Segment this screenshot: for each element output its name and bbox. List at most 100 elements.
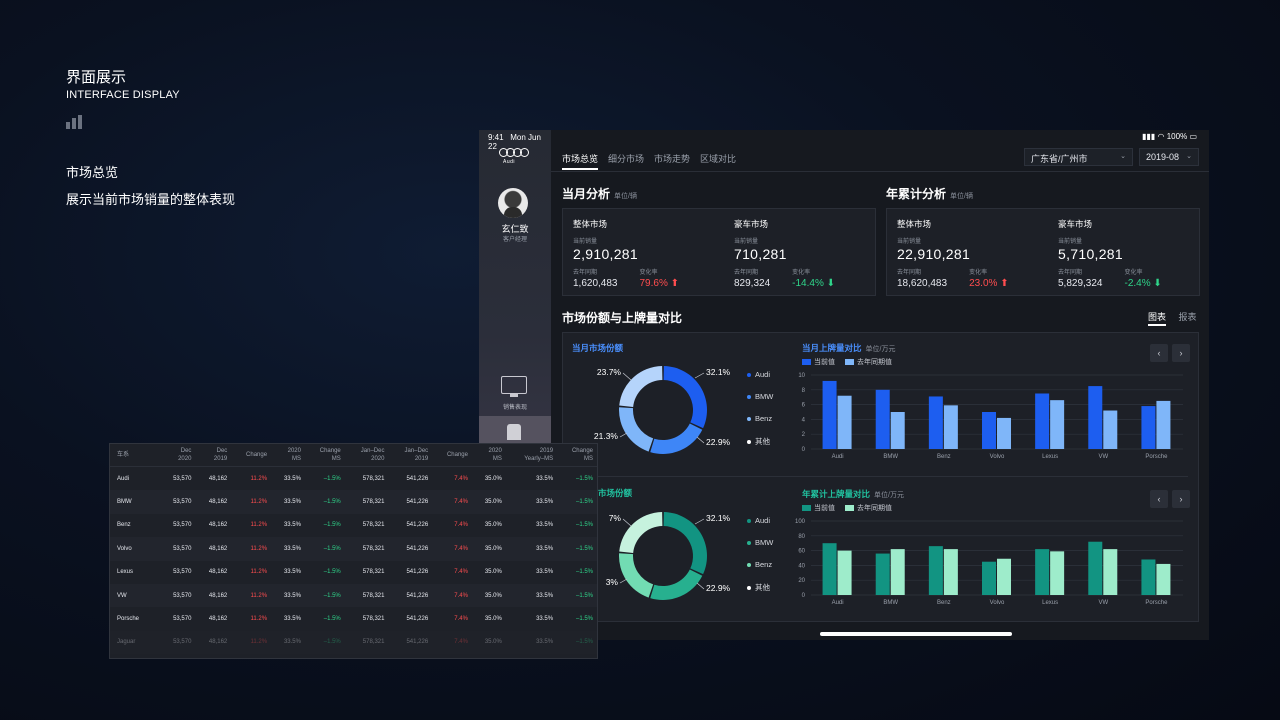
- x-tick-label: BMW: [883, 600, 898, 606]
- legend-item: 当前值: [802, 503, 835, 513]
- table-cell: 33.5%: [507, 630, 560, 655]
- market-icon: [507, 424, 521, 440]
- monitor-icon[interactable]: [501, 376, 527, 397]
- table-cell: 11.2%: [233, 490, 274, 514]
- table-row[interactable]: BMW 53,570 48,162 11.2% 33.5% –1.5% 578,321 541…: [110, 490, 597, 514]
- table-cell: 33.5%: [283, 475, 301, 482]
- yearly-overall: 整体市场 当前销量 22,910,281 去年同期 18,620,483 变化率 2…: [897, 219, 1009, 289]
- x-tick-label: Volvo: [990, 454, 1005, 460]
- table-cell: –1.5%: [559, 537, 597, 561]
- donut-percent-label: 32.1%: [706, 367, 731, 377]
- table-cell: 33.5%: [283, 569, 301, 576]
- table-cell: 48,162: [208, 522, 228, 529]
- column-header[interactable]: Change: [233, 444, 274, 467]
- donut-slice-audi: [663, 512, 707, 575]
- column-header[interactable]: 车系: [110, 444, 162, 467]
- table-cell: 541,226: [390, 537, 435, 561]
- table-cell: –1.5%: [559, 583, 597, 608]
- table-row[interactable]: Jaguar 53,570 48,162 11.2% 33.5% –1.5% 578,321…: [110, 630, 597, 655]
- column-header[interactable]: Change MS: [559, 444, 597, 467]
- bar-volvo-last-year: [997, 417, 1011, 449]
- tablet-screen: 9:41 Mon Jun 22 Audi 玄仁致 客户经理 销售表现 ▮▮▮ ◠…: [479, 130, 1209, 640]
- table-row[interactable]: VW 53,570 48,162 11.2% 33.5% –1.5% 578,321 541,…: [110, 583, 597, 608]
- x-tick-label: Benz: [937, 454, 951, 460]
- table-cell: 11.2%: [250, 475, 268, 482]
- table-cell: 35.0%: [484, 475, 502, 482]
- table-cell: 578,321: [346, 537, 391, 561]
- y-tick-label: 100: [795, 519, 806, 525]
- view-table-tab[interactable]: 报表: [1178, 312, 1197, 322]
- divider: [573, 476, 1188, 477]
- table-cell: –1.5%: [575, 475, 593, 482]
- share-title: 市场份额与上牌量对比: [562, 311, 683, 325]
- bar-lexus-last-year: [1050, 400, 1065, 449]
- table-cell: 53,570: [161, 490, 198, 514]
- sidebar-item-sales[interactable]: 销售表现: [502, 405, 527, 411]
- column-header[interactable]: Dec 2019: [197, 444, 234, 467]
- table-cell: 53,570: [161, 583, 198, 608]
- column-header[interactable]: Jan–Dec 2019: [390, 444, 435, 467]
- column-header[interactable]: 2020 MS: [473, 444, 508, 467]
- yearly-title: 年累计分析 单位/辆: [886, 187, 973, 201]
- brand-label: Audi: [503, 159, 516, 165]
- prev-button[interactable]: ‹: [1150, 490, 1168, 508]
- column-header[interactable]: Jan–Dec 2020: [346, 444, 391, 467]
- column-header[interactable]: Dec 2020: [161, 444, 198, 467]
- table-cell: 53,570: [173, 616, 192, 623]
- table-row[interactable]: Lexus 53,570 48,162 11.2% 33.5% –1.5% 578,321 5…: [110, 561, 597, 584]
- table-cell: 11.2%: [250, 522, 268, 529]
- x-tick-label: Audi: [832, 454, 844, 460]
- prev-button[interactable]: ‹: [1150, 344, 1168, 362]
- tab-region[interactable]: 区域对比: [700, 154, 737, 164]
- tab-overview[interactable]: 市场总览: [562, 154, 599, 170]
- home-indicator[interactable]: [820, 632, 1012, 636]
- y-tick-label: 40: [798, 563, 805, 569]
- column-header[interactable]: Change: [434, 444, 474, 467]
- table-cell: 578,321: [346, 490, 391, 514]
- section-title: 市场总览: [66, 165, 119, 180]
- donut-slice-bmw: [650, 569, 703, 600]
- table-row[interactable]: Audi 53,570 48,162 11.2% 33.5% –1.5% 578,321 54…: [110, 467, 597, 491]
- x-tick-label: Porsche: [1145, 454, 1168, 460]
- tab-segment[interactable]: 细分市场: [608, 154, 645, 164]
- month-select[interactable]: 2019-08 ⌄: [1139, 148, 1199, 166]
- table-cell: 33.5%: [507, 583, 560, 608]
- table-cell: 35.0%: [484, 569, 502, 576]
- column-header[interactable]: Change MS: [306, 444, 347, 467]
- intro-subtitle: INTERFACE DISPLAY: [66, 89, 180, 101]
- table-cell: 578,321: [362, 616, 385, 623]
- table-cell: 11.2%: [233, 537, 274, 561]
- x-tick-label: BMW: [883, 454, 898, 460]
- monthly-card: 整体市场 当前销量 2,910,281 去年同期 1,620,483 变化率 79.…: [562, 208, 876, 296]
- tab-trend[interactable]: 市场走势: [654, 154, 691, 164]
- table-cell: Benz: [117, 522, 131, 529]
- view-chart-tab[interactable]: 图表: [1148, 312, 1167, 322]
- bar-bmw-last-year: [890, 549, 905, 595]
- table-row[interactable]: Volvo 53,570 48,162 11.2% 33.5% –1.5% 578,321 5…: [110, 537, 597, 561]
- main-content: ▮▮▮ ◠ 100% ▭ 市场总览 细分市场 市场走势 区域对比 广东省/广州市…: [551, 130, 1209, 640]
- table-cell: –1.5%: [306, 490, 347, 514]
- next-button[interactable]: ›: [1172, 490, 1190, 508]
- table-row[interactable]: Porsche 53,570 48,162 11.2% 33.5% –1.5% 578,32…: [110, 607, 597, 630]
- table-cell: –1.5%: [306, 583, 347, 608]
- region-select[interactable]: 广东省/广州市 ⌄: [1024, 148, 1133, 166]
- table-cell: 541,226: [390, 630, 435, 655]
- table-cell: 33.5%: [273, 490, 307, 514]
- column-header[interactable]: 2019 Yearly–MS: [507, 444, 560, 467]
- table-cell: 541,226: [406, 475, 429, 482]
- donut-slice-其他: [619, 366, 663, 407]
- next-button[interactable]: ›: [1172, 344, 1190, 362]
- bar-vw-last-year: [1103, 410, 1118, 449]
- table-cell: 541,226: [406, 522, 429, 529]
- donut-percent-label: 22.9%: [706, 437, 731, 447]
- table-row[interactable]: Benz 53,570 48,162 11.2% 33.5% –1.5% 578,321 54…: [110, 514, 597, 537]
- avatar[interactable]: [498, 188, 528, 218]
- table-cell: 578,321: [362, 522, 385, 529]
- bar-porsche-last-year: [1156, 563, 1171, 595]
- monthly-luxury: 豪车市场 当前销量 710,281 去年同期 829,324 变化率 -14.4% …: [734, 219, 835, 289]
- leader-line: [619, 578, 628, 584]
- leader-line: [694, 372, 705, 379]
- column-header[interactable]: 2020 MS: [273, 444, 307, 467]
- table-cell: 33.5%: [536, 475, 554, 482]
- bar-volvo-current: [982, 561, 996, 595]
